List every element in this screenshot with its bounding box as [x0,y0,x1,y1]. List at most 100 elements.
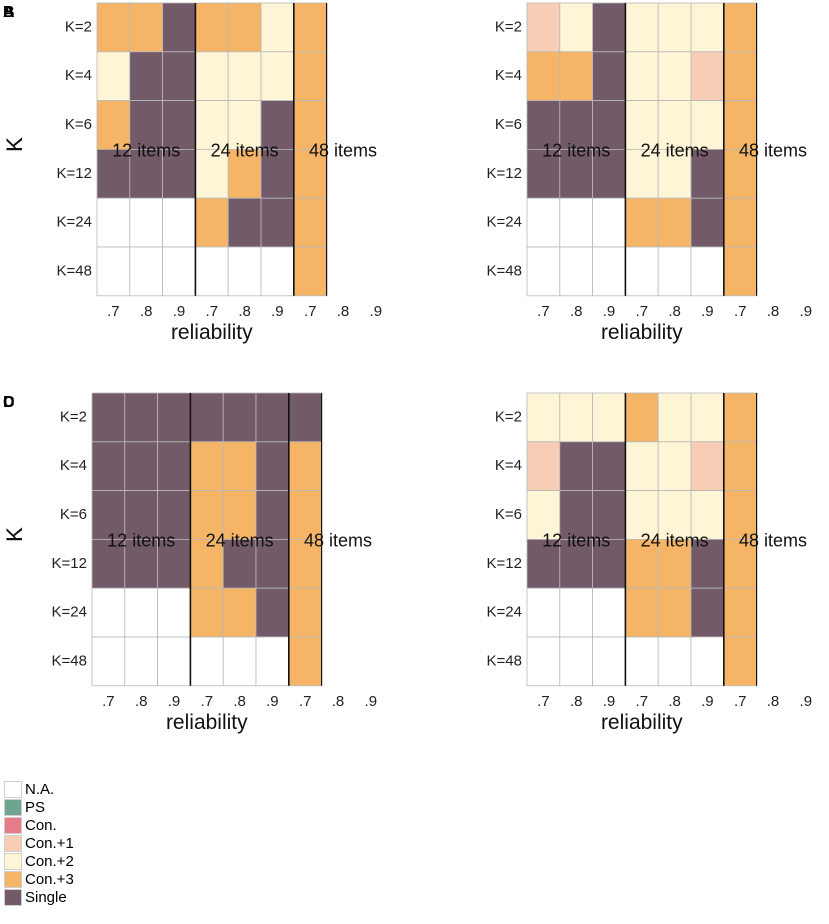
legend-label-con-plus-3: Con.+3 [25,870,74,888]
y-tick-label: K=4 [65,67,92,84]
x-tick-label: .8 [140,303,153,320]
heatmap-cell [91,587,126,638]
group-label: 12 items [542,141,610,161]
legend-item-con-plus-1: Con.+1 [4,834,74,852]
group-label: 48 items [739,531,807,551]
y-tick-label: K=2 [495,408,522,425]
heatmap-cell [293,100,327,150]
heatmap-cell [194,246,229,297]
legend-item-na: N.A. [4,780,74,798]
heatmap-cell [260,246,295,297]
group-label: 24 items [206,531,274,551]
y-tick-label: K=6 [495,506,522,523]
x-tick-label: .8 [570,303,583,320]
heatmap-cell [227,197,262,248]
x-tick-label: .7 [636,693,649,710]
x-tick-label: .7 [734,693,747,710]
heatmap-cell [124,636,159,687]
x-tick-label: .9 [365,693,378,710]
y-tick-label: K=24 [487,604,522,621]
legend-swatch-single [4,888,22,906]
x-tick-label: .7 [107,303,120,320]
heatmap-cell [227,100,262,150]
heatmap-cell [559,2,593,53]
heatmap-cell [690,441,725,491]
panel-label-b: B [3,4,15,21]
heatmap-cell [592,51,626,101]
y-tick-label: K=12 [57,165,92,182]
heatmap-cell [592,490,626,540]
x-tick-label: .9 [266,693,279,710]
heatmap-cell [91,392,126,443]
heatmap-cell [255,441,290,491]
legend-label-con: Con. [25,816,57,834]
heatmap-cell [91,636,126,687]
group-label: 12 items [107,531,175,551]
heatmap-cell [222,392,257,443]
heatmap-cell [260,51,295,101]
panel-a: A 12 items 24 items 48 items K=2 K=4 K=6 K=12 K=… [2,2,382,344]
group-label: 24 items [211,141,279,161]
x-tick-label: .7 [102,693,115,710]
group-label: 12 items [542,531,610,551]
heatmap-cell [723,2,757,53]
heatmap-cell [723,246,757,297]
heatmap-cell [124,587,159,638]
x-tick-label: .9 [271,303,284,320]
x-tick-label: .9 [168,693,181,710]
heatmap-cell [129,197,164,248]
heatmap-cell [227,148,262,199]
y-tick-label: K=6 [495,116,522,133]
heatmap-cell [96,51,131,101]
group-label: 12 items [112,141,180,161]
y-tick-label: K=24 [52,604,87,621]
heatmap-cell [625,2,659,53]
heatmap-cell [162,2,196,53]
heatmap-cell [526,490,561,540]
x-tick-label: .7 [201,693,214,710]
y-tick-label: K=48 [57,262,92,279]
heatmap-cell [129,148,164,199]
group-label: 24 items [641,141,709,161]
heatmap-cell [625,246,659,297]
heatmap-cell [526,587,561,638]
legend-label-single: Single [25,888,67,906]
x-tick-label: .7 [299,693,312,710]
heatmap-cell [227,2,262,53]
heatmap-cell [526,197,561,248]
heatmap-cell [559,587,593,638]
group-label: 48 items [309,141,377,161]
heatmap-cell [723,51,757,101]
heatmap-cell [255,587,290,638]
heatmap-cell [559,197,593,248]
group-label: 48 items [304,531,372,551]
heatmap-cell [189,392,224,443]
heatmap-cell [162,246,196,297]
heatmap-cell [288,539,322,589]
heatmap-cell [657,587,692,638]
heatmap-cell [124,490,159,540]
y-axis-title: K [2,527,27,542]
heatmap-cell [559,246,593,297]
legend-item-single: Single [4,888,74,906]
heatmap-cell [260,2,295,53]
x-tick-label: .8 [668,303,681,320]
x-tick-label: .8 [332,693,345,710]
heatmap-cell [657,197,692,248]
heatmap-cell [690,539,725,589]
legend-label-ps: PS [25,798,46,816]
heatmap-cell [162,51,196,101]
heatmap-cell [690,2,725,53]
heatmap-cell [288,392,322,443]
heatmap-cell [526,392,561,443]
heatmap-cell [222,539,257,589]
x-tick-label: .8 [238,303,251,320]
heatmap-cell [625,587,659,638]
y-axis-title: K [2,137,27,152]
heatmap-cell [592,392,626,443]
heatmap-cell [559,100,593,150]
heatmap-cell [592,441,626,491]
heatmap-cell [592,587,626,638]
heatmap-cell [690,100,725,150]
heatmap-cell [723,587,757,638]
